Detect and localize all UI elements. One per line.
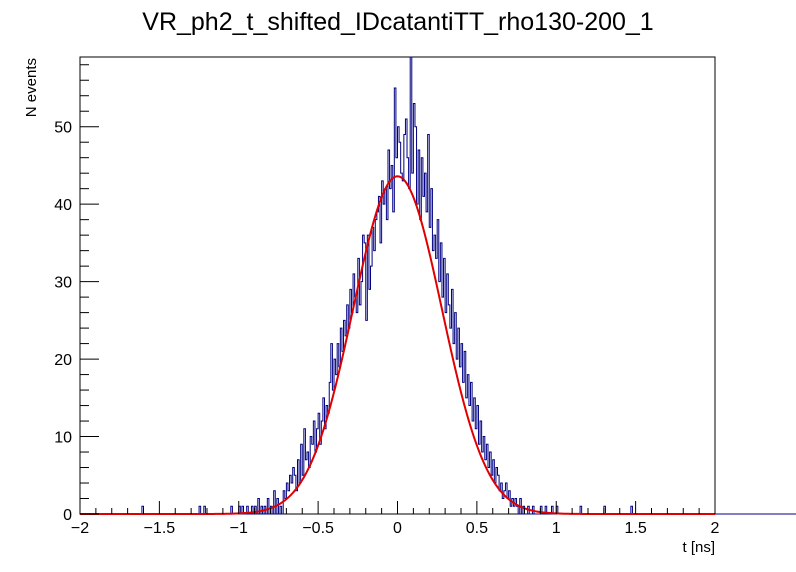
y-tick-label: 0 (63, 507, 72, 524)
x-tick-label: −1.5 (144, 520, 176, 537)
histogram-step-line (80, 56, 796, 515)
y-axis: 0 10 20 30 40 50 (54, 64, 99, 524)
x-tick-label: 0.5 (466, 520, 488, 537)
x-tick-label: −0.5 (302, 520, 334, 537)
x-axis-label: t [ns] (682, 539, 715, 556)
x-axis: −2 −1.5 −1 −0.5 0 0.5 1 1.5 2 (71, 501, 720, 537)
x-tick-label: −1 (230, 520, 248, 537)
histogram-bins (80, 56, 796, 515)
x-tick-label: 2 (711, 520, 720, 537)
x-tick-label: 1.5 (625, 520, 647, 537)
gaussian-fit-curve (80, 175, 715, 515)
fit-curve-group (80, 175, 715, 515)
y-tick-label: 40 (54, 197, 72, 214)
plot-frame (79, 56, 716, 515)
y-tick-label: 30 (54, 275, 72, 292)
x-tick-label: 1 (552, 520, 561, 537)
x-tick-label: 0 (393, 520, 402, 537)
y-axis-label: N events (23, 58, 40, 117)
plot-border (79, 56, 716, 515)
y-tick-label: 50 (54, 120, 72, 137)
y-tick-label: 10 (54, 430, 72, 447)
y-tick-label: 20 (54, 352, 72, 369)
chart-title: VR_ph2_t_shifted_IDcatantiTT_rho130-200_… (142, 8, 653, 36)
x-tick-label: −2 (71, 520, 89, 537)
